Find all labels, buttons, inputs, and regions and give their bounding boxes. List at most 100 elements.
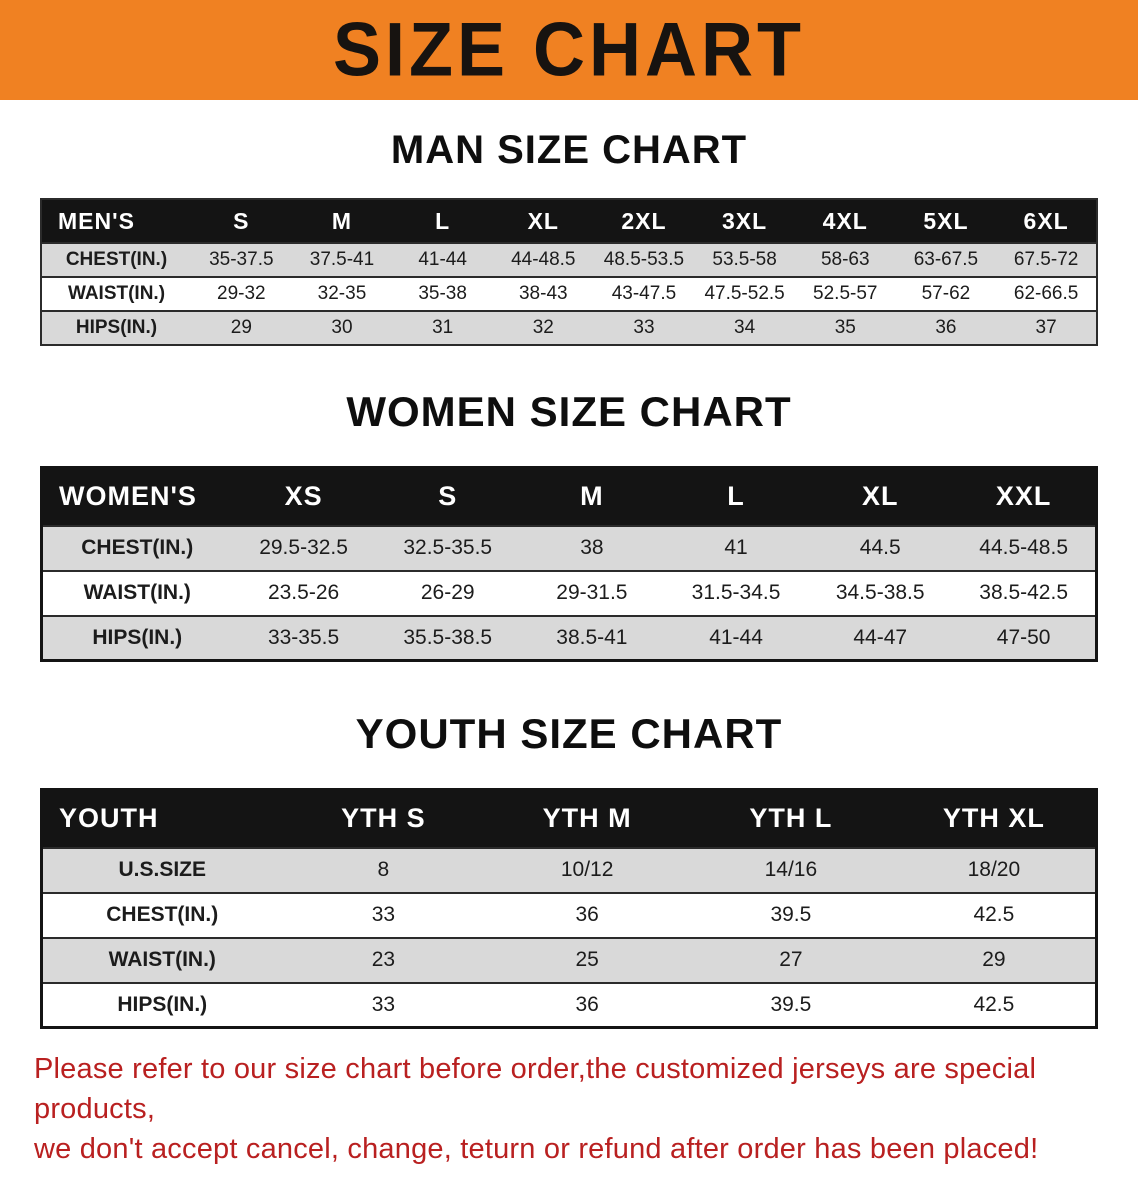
row-label-cell: HIPS(IN.): [41, 614, 232, 662]
disclaimer-text: Please refer to our size chart before or…: [34, 1049, 1104, 1169]
size-value-cell: 58-63: [794, 242, 896, 278]
size-value-cell: 44-48.5: [492, 242, 594, 278]
size-header-cell: YOUTH: [41, 789, 282, 848]
size-value-cell: 32-35: [291, 276, 393, 312]
size-value-cell: 25: [485, 936, 689, 984]
size-value-cell: 32: [492, 310, 594, 346]
disclaimer-line-1: Please refer to our size chart before or…: [34, 1053, 1037, 1126]
size-value-cell: 35: [794, 310, 896, 346]
size-value-cell: 37.5-41: [291, 242, 393, 278]
size-value-cell: 23.5-26: [231, 569, 376, 617]
size-value-cell: 41: [663, 524, 809, 572]
row-label-cell: CHEST(IN.): [41, 524, 232, 572]
table-row: CHEST(IN.) 35-37.5 37.5-41 41-44 44-48.5…: [41, 242, 1097, 278]
size-value-cell: 30: [291, 310, 393, 346]
size-value-cell: 33: [281, 891, 486, 939]
size-header-cell: 6XL: [996, 199, 1097, 243]
size-header-cell: M: [519, 467, 664, 526]
size-header-cell: 2XL: [593, 199, 695, 243]
table-row: U.S.SIZE 8 10/12 14/16 18/20: [41, 846, 1097, 894]
size-value-cell: 37: [996, 310, 1097, 346]
size-value-cell: 38.5-42.5: [952, 569, 1097, 617]
size-header-cell: 4XL: [794, 199, 896, 243]
size-value-cell: 39.5: [689, 891, 893, 939]
size-value-cell: 8: [281, 846, 486, 894]
size-value-cell: 63-67.5: [895, 242, 997, 278]
size-value-cell: 48.5-53.5: [593, 242, 695, 278]
row-label-cell: HIPS(IN.): [41, 310, 191, 346]
men-table-header-row: MEN'S S M L XL 2XL 3XL 4XL 5XL 6XL: [41, 199, 1097, 243]
size-value-cell: 33: [281, 981, 486, 1029]
size-value-cell: 42.5: [892, 891, 1097, 939]
size-value-cell: 29.5-32.5: [231, 524, 376, 572]
table-row: WAIST(IN.) 29-32 32-35 35-38 38-43 43-47…: [41, 276, 1097, 312]
size-value-cell: 36: [485, 981, 689, 1029]
size-value-cell: 35-37.5: [191, 242, 292, 278]
size-value-cell: 31.5-34.5: [663, 569, 809, 617]
size-value-cell: 35-38: [392, 276, 493, 312]
row-label-cell: WAIST(IN.): [41, 936, 282, 984]
size-header-cell: XXL: [952, 467, 1097, 526]
table-row: HIPS(IN.) 29 30 31 32 33 34 35 36 37: [41, 310, 1097, 346]
size-value-cell: 27: [689, 936, 893, 984]
youth-size-table: YOUTH YTH S YTH M YTH L YTH XL U.S.SIZE …: [40, 788, 1098, 1029]
size-value-cell: 57-62: [895, 276, 997, 312]
row-label-cell: U.S.SIZE: [41, 846, 282, 894]
size-value-cell: 32.5-35.5: [375, 524, 520, 572]
disclaimer-line-2: we don't accept cancel, change, teturn o…: [34, 1133, 1039, 1166]
size-header-cell: XL: [808, 467, 953, 526]
size-value-cell: 36: [895, 310, 997, 346]
youth-table-header-row: YOUTH YTH S YTH M YTH L YTH XL: [41, 789, 1097, 848]
size-value-cell: 39.5: [689, 981, 893, 1029]
page-title: SIZE CHART: [333, 7, 805, 93]
banner: SIZE CHART: [0, 0, 1138, 100]
size-value-cell: 26-29: [375, 569, 520, 617]
size-header-cell: 5XL: [895, 199, 997, 243]
row-label-cell: CHEST(IN.): [41, 242, 191, 278]
size-value-cell: 35.5-38.5: [375, 614, 520, 662]
size-value-cell: 44-47: [808, 614, 953, 662]
size-header-cell: XL: [492, 199, 594, 243]
size-value-cell: 41-44: [663, 614, 809, 662]
size-header-cell: S: [191, 199, 292, 243]
size-value-cell: 18/20: [892, 846, 1097, 894]
table-row: CHEST(IN.) 33 36 39.5 42.5: [41, 891, 1097, 939]
size-value-cell: 31: [392, 310, 493, 346]
size-header-cell: XS: [231, 467, 376, 526]
size-value-cell: 47-50: [952, 614, 1097, 662]
row-label-cell: WAIST(IN.): [41, 276, 191, 312]
size-value-cell: 29-32: [191, 276, 292, 312]
size-header-cell: WOMEN'S: [41, 467, 232, 526]
size-value-cell: 38.5-41: [519, 614, 664, 662]
size-value-cell: 29: [191, 310, 292, 346]
size-value-cell: 38-43: [492, 276, 594, 312]
women-size-table: WOMEN'S XS S M L XL XXL CHEST(IN.) 29.5-…: [40, 466, 1098, 662]
size-value-cell: 42.5: [892, 981, 1097, 1029]
women-chart-heading: WOMEN SIZE CHART: [346, 388, 792, 435]
size-value-cell: 29-31.5: [519, 569, 664, 617]
size-value-cell: 34: [694, 310, 795, 346]
men-chart-heading: MAN SIZE CHART: [390, 128, 748, 172]
size-value-cell: 62-66.5: [996, 276, 1097, 312]
size-value-cell: 41-44: [392, 242, 493, 278]
size-header-cell: 3XL: [694, 199, 795, 243]
table-row: HIPS(IN.) 33 36 39.5 42.5: [41, 981, 1097, 1029]
table-row: CHEST(IN.) 29.5-32.5 32.5-35.5 38 41 44.…: [41, 524, 1097, 572]
youth-chart-heading: YOUTH SIZE CHART: [355, 710, 783, 757]
size-value-cell: 53.5-58: [694, 242, 795, 278]
size-value-cell: 43-47.5: [593, 276, 695, 312]
size-value-cell: 33: [593, 310, 695, 346]
women-table-header-row: WOMEN'S XS S M L XL XXL: [41, 467, 1097, 526]
row-label-cell: WAIST(IN.): [41, 569, 232, 617]
size-value-cell: 34.5-38.5: [808, 569, 953, 617]
size-header-cell: S: [375, 467, 520, 526]
size-header-cell: MEN'S: [41, 199, 191, 243]
size-value-cell: 23: [281, 936, 486, 984]
table-row: WAIST(IN.) 23 25 27 29: [41, 936, 1097, 984]
size-value-cell: 33-35.5: [231, 614, 376, 662]
size-value-cell: 52.5-57: [794, 276, 896, 312]
table-row: HIPS(IN.) 33-35.5 35.5-38.5 38.5-41 41-4…: [41, 614, 1097, 662]
size-header-cell: YTH XL: [892, 789, 1097, 848]
size-header-cell: L: [392, 199, 493, 243]
